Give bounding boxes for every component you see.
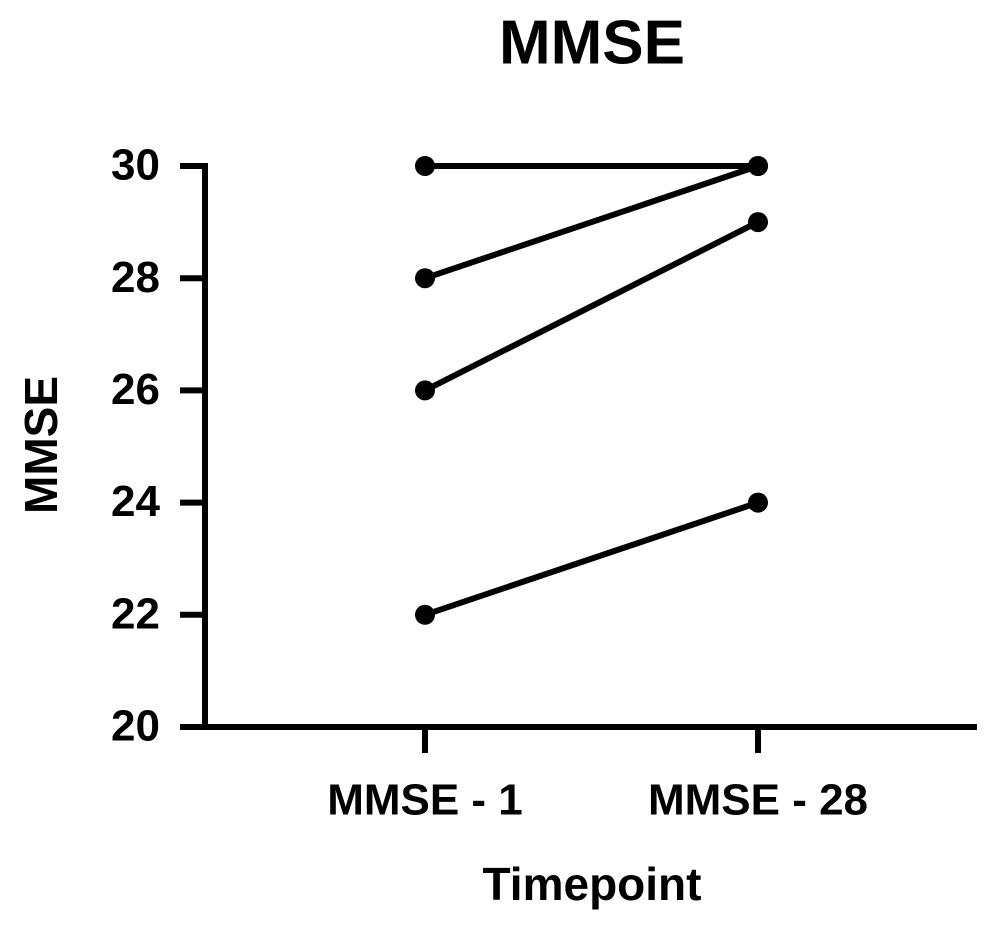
- data-point: [748, 156, 768, 176]
- y-tick-label: 30: [111, 141, 160, 190]
- x-tick-label: MMSE - 1: [327, 776, 523, 825]
- data-point: [748, 492, 768, 513]
- y-tick-label: 28: [111, 253, 160, 302]
- y-tick-label: 26: [111, 365, 160, 414]
- x-tick-label: MMSE - 28: [648, 776, 868, 825]
- series-line: [424, 499, 759, 618]
- x-axis-label: Timepoint: [483, 858, 702, 910]
- y-tick-label: 20: [111, 702, 160, 751]
- y-tick-label: 24: [111, 477, 160, 526]
- series-line: [424, 163, 759, 282]
- y-axis-label: MMSE: [15, 376, 67, 514]
- data-point: [415, 380, 435, 401]
- series-line: [423, 219, 760, 394]
- data-point: [748, 212, 768, 233]
- y-tick-label: 22: [111, 589, 160, 638]
- chart-title: MMSE: [499, 8, 685, 77]
- data-point: [415, 604, 435, 625]
- data-point: [415, 156, 435, 176]
- data-point: [415, 268, 435, 289]
